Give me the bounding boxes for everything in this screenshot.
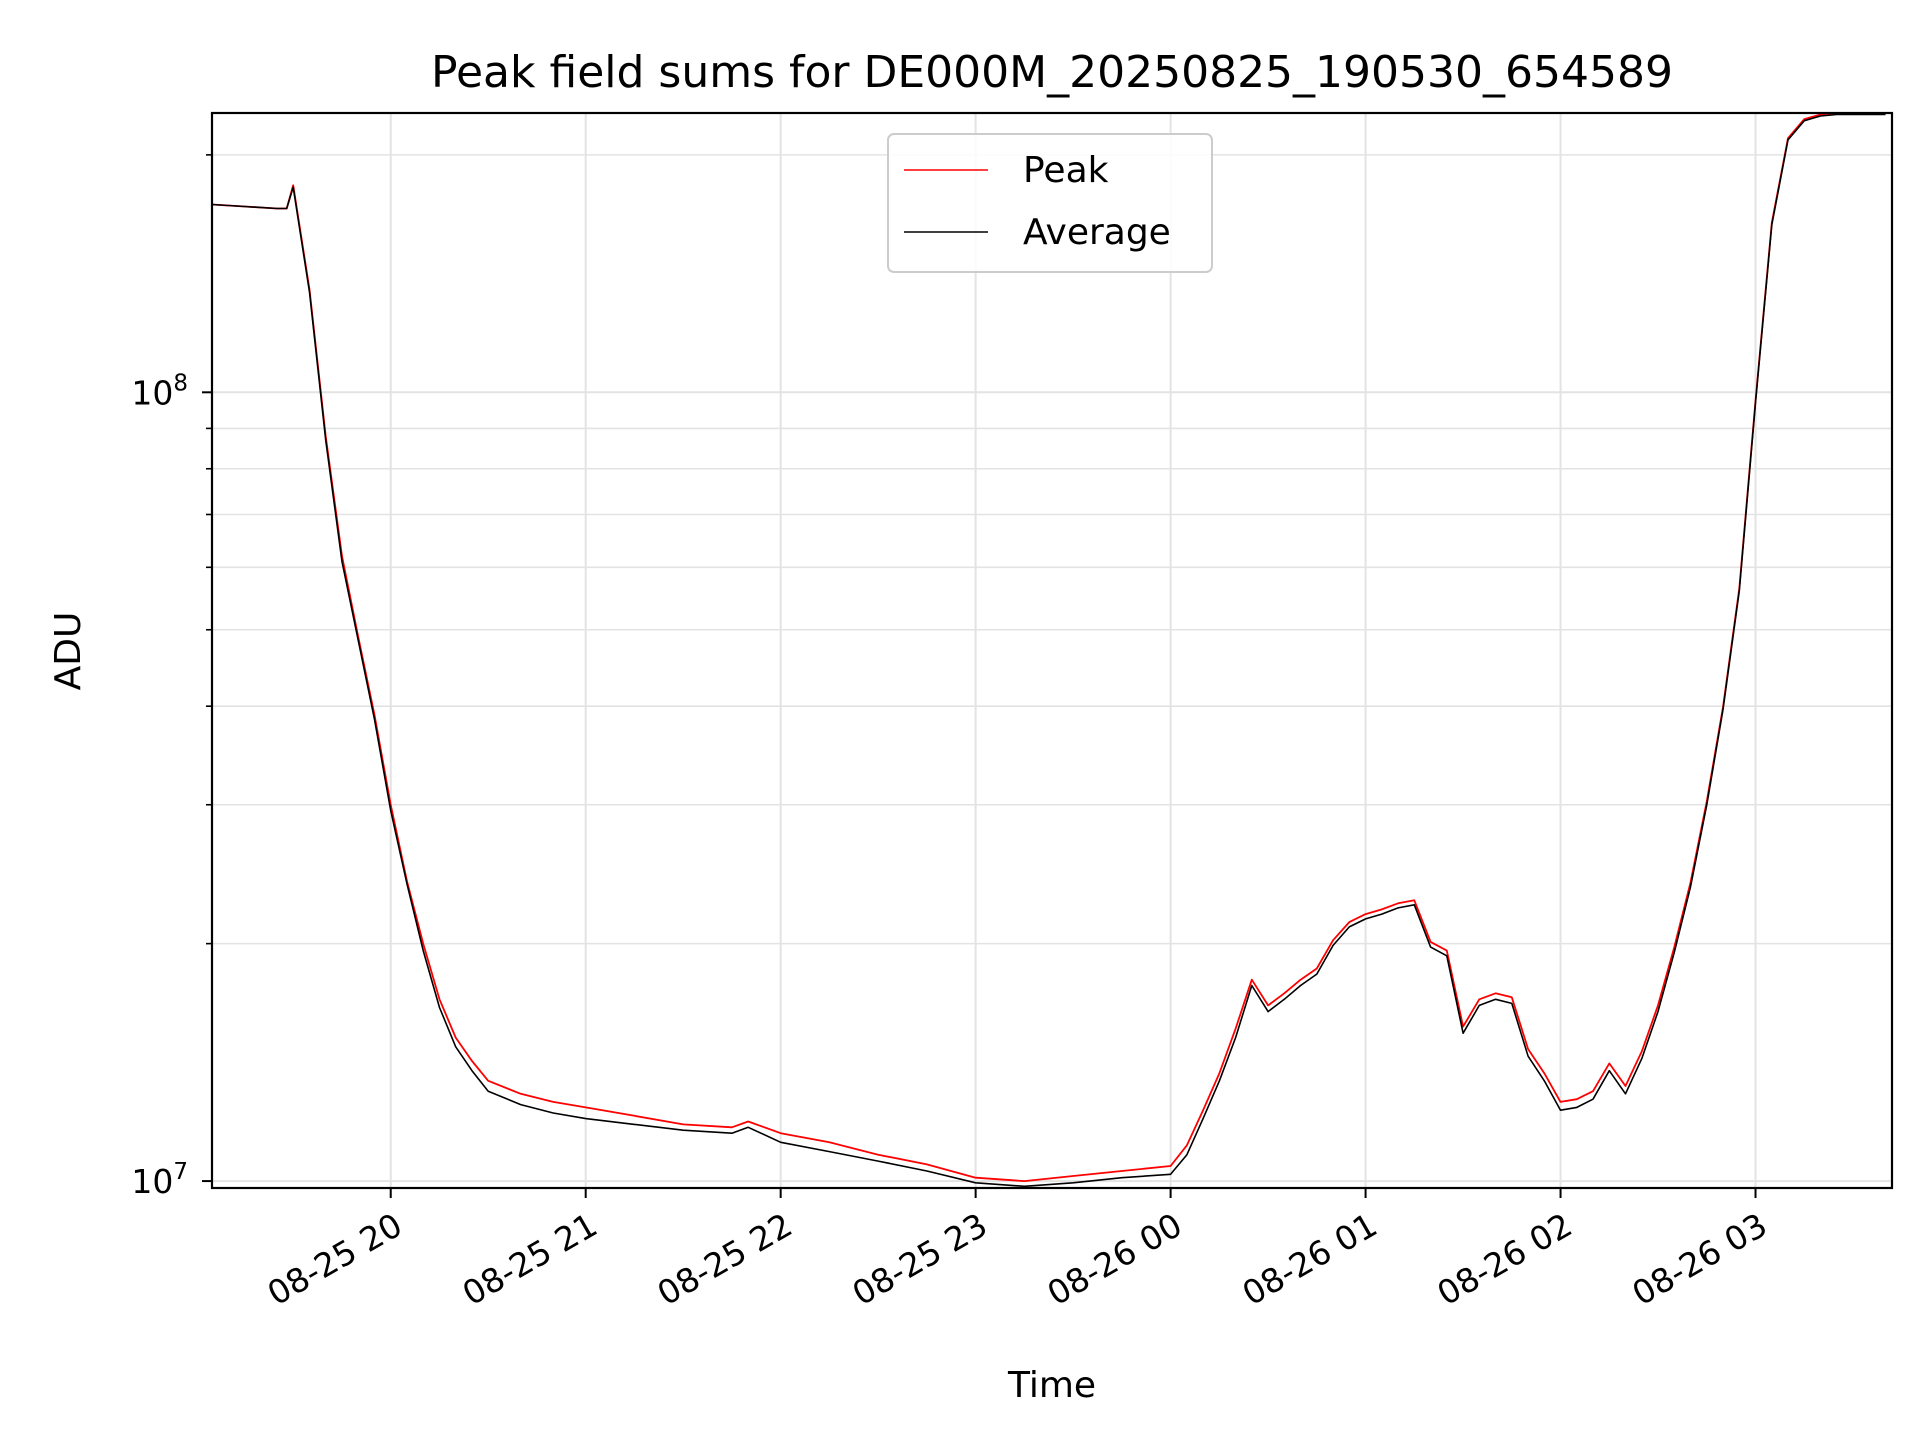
series-line-average <box>211 113 1886 1188</box>
legend-label-average: Average <box>1023 212 1171 253</box>
legend: Peak Average <box>887 133 1213 273</box>
plot-lines <box>211 112 1886 1188</box>
y-axis-ticks: 107 108 <box>131 154 212 1201</box>
y-axis-label: ADU <box>48 612 89 691</box>
plot-frame <box>210 111 1894 1190</box>
legend-label-peak: Peak <box>1023 150 1109 191</box>
chart-title: Peak field sums for DE000M_20250825_1905… <box>431 47 1673 98</box>
x-axis-label: Time <box>1007 1365 1096 1406</box>
legend-box <box>887 133 1213 273</box>
y-tick-label: 107 <box>131 1159 188 1201</box>
y-tick-label: 108 <box>131 370 188 412</box>
series-line-peak <box>211 112 1886 1182</box>
